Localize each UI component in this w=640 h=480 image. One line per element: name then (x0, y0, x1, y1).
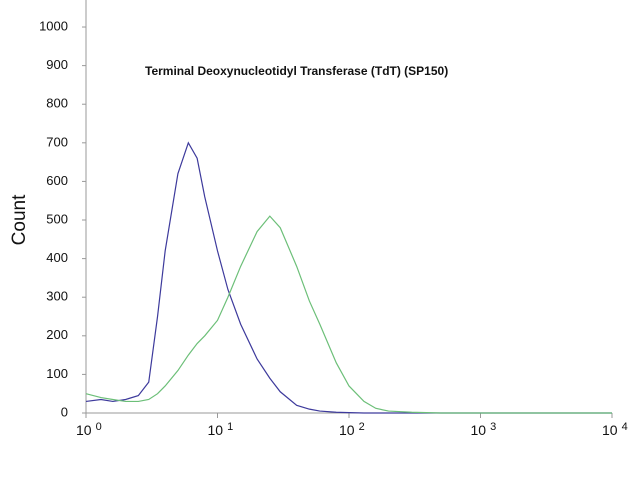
x-tick-label: 10 2 (339, 421, 365, 438)
y-axis-label: Count (9, 194, 30, 245)
x-tick-label: 10 1 (208, 421, 234, 438)
y-tick-label: 300 (46, 289, 68, 304)
x-tick-base: 10 (339, 422, 355, 438)
x-tick-base: 10 (208, 422, 224, 438)
y-tick-label: 1000 (39, 18, 68, 33)
x-tick-label: 10 4 (602, 421, 628, 438)
x-tick-label: 10 3 (471, 421, 497, 438)
y-tick-label: 800 (46, 96, 68, 111)
x-tick-base: 10 (76, 422, 92, 438)
y-tick-label: 100 (46, 366, 68, 381)
x-tick-exponent: 0 (96, 421, 102, 433)
y-tick-label: 400 (46, 250, 68, 265)
y-tick-label: 600 (46, 173, 68, 188)
chart-title: Terminal Deoxynucleotidyl Transferase (T… (145, 64, 448, 78)
y-tick-label: 700 (46, 134, 68, 149)
x-tick-label: 10 0 (76, 421, 102, 438)
x-tick-exponent: 2 (359, 421, 365, 433)
y-tick-label: 500 (46, 211, 68, 226)
series-line (85, 141, 612, 414)
x-tick-base: 10 (471, 422, 487, 438)
x-tick-exponent: 4 (622, 421, 628, 433)
x-tick-exponent: 1 (227, 421, 233, 433)
y-tick-label: 0 (61, 404, 68, 419)
series-line (85, 215, 612, 414)
y-tick-label: 200 (46, 327, 68, 342)
x-tick-base: 10 (602, 422, 618, 438)
y-tick-label: 900 (46, 57, 68, 72)
x-tick-exponent: 3 (490, 421, 496, 433)
